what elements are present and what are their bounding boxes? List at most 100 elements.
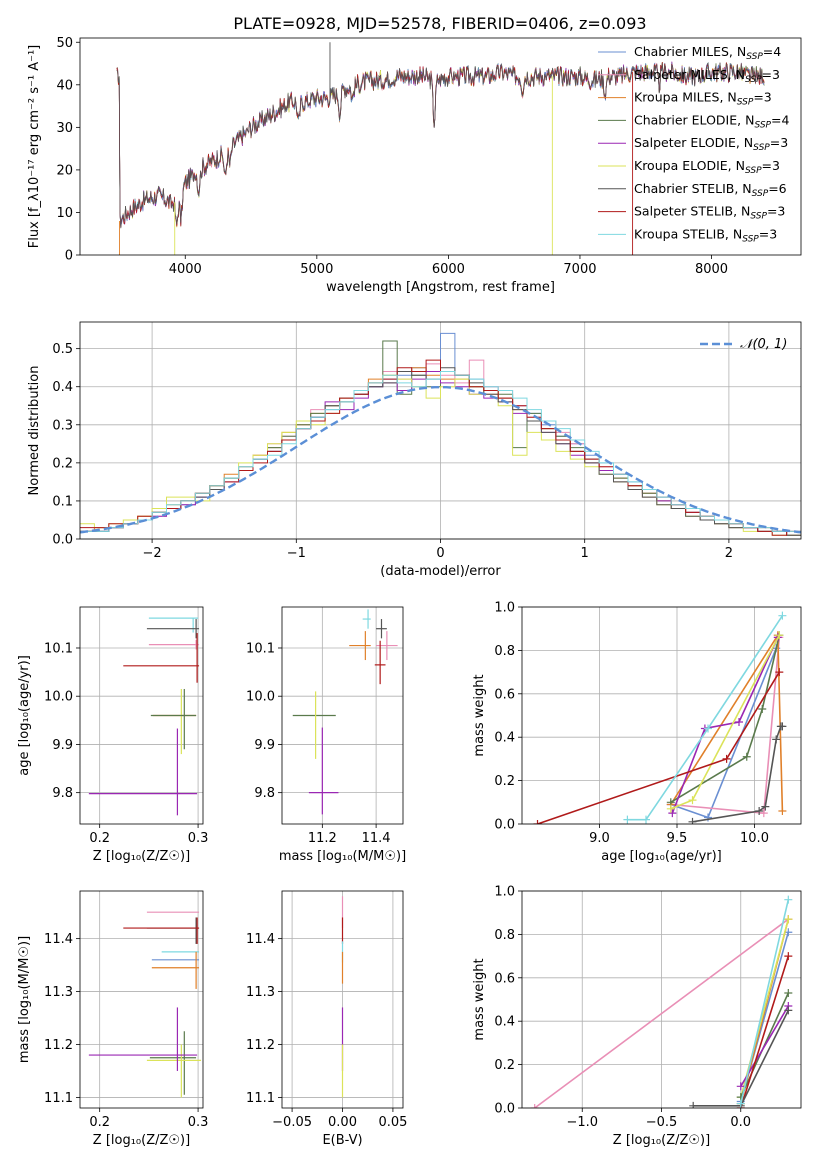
weight-marker	[778, 722, 787, 731]
axes-frame: −0.05 0.00 0.05 11.1 11.2 11.3 11.4 E(B-V)	[246, 890, 407, 1148]
y-axis-label: mass weight	[472, 674, 487, 756]
x-tick-label: 10.0	[740, 831, 769, 846]
y-tick-label: 0	[65, 249, 73, 264]
weight-line-chabrier_elodie	[670, 635, 781, 803]
legend-entry: Kroupa ELODIE, NSSP=3	[634, 158, 780, 176]
weight-marker	[758, 704, 767, 713]
weight-marker	[784, 915, 793, 924]
y-tick-label: 11.4	[246, 932, 275, 947]
legend-entry: Salpeter STELIB, NSSP=3	[634, 204, 785, 222]
x-tick-label: 0.05	[378, 1115, 407, 1130]
x-tick-label: 0.2	[89, 1115, 110, 1130]
y-tick-label: 0.2	[52, 456, 73, 471]
weight-marker	[736, 1099, 745, 1108]
y-axis-label: Normed distribution	[27, 366, 42, 496]
weight-line-kroupa_stelib	[740, 899, 790, 1104]
axes-residuals: −2 −1 0 1 2 0.0 0.1 0.2 0.3 0.4 0.5 (data-model)/er…	[27, 321, 802, 579]
weight-marker	[688, 796, 697, 805]
weight-marker	[778, 611, 787, 620]
y-tick-label: 50	[56, 36, 73, 51]
plot-area	[116, 42, 765, 255]
x-tick-label: 0	[436, 546, 444, 561]
y-tick-label: 11.4	[44, 932, 73, 947]
x-axis-label: mass [log₁₀(M/M☉)]	[279, 849, 406, 864]
axes-border	[79, 321, 802, 540]
axes-border	[281, 606, 404, 825]
x-axis-label: wavelength [Angstrom, rest frame]	[326, 280, 555, 295]
y-axis-label: age [log₁₀(age/yr)]	[17, 655, 32, 776]
legend-entry: Chabrier ELODIE, NSSP=4	[634, 112, 789, 130]
y-tick-label: 11.2	[246, 1038, 275, 1053]
weight-marker	[530, 1104, 539, 1108]
y-tick-label: 0.6	[494, 687, 515, 702]
plot-area	[88, 617, 200, 816]
x-axis-label: Z [log₁₀(Z/Z☉)]	[93, 1133, 190, 1148]
y-tick-label: 1.0	[494, 885, 515, 900]
x-tick-label: 6000	[432, 262, 465, 277]
weight-marker	[784, 895, 793, 904]
y-tick-label: 11.2	[44, 1038, 73, 1053]
grid	[80, 607, 203, 824]
weight-marker	[784, 952, 793, 961]
grid	[80, 891, 203, 1108]
y-tick-label: 0.3	[52, 418, 73, 433]
y-axis-label: mass weight	[472, 958, 487, 1040]
plot-area	[80, 332, 801, 536]
axes-frame: 0.2 0.3 9.8 9.9 10.0 10.1 Z [log₁₀(Z/Z☉)] age […	[17, 606, 208, 864]
y-tick-label: 1.0	[494, 601, 515, 616]
x-tick-label: 0.3	[188, 1115, 209, 1130]
axes-frame: −2 −1 0 1 2 0.0 0.1 0.2 0.3 0.4 0.5 (data-model)/er…	[27, 321, 802, 579]
y-tick-label: 20	[56, 163, 73, 178]
weight-marker	[735, 718, 743, 727]
y-tick-label: 0.6	[494, 971, 515, 986]
weight-marker	[623, 815, 632, 824]
axes-border	[521, 606, 802, 825]
x-tick-label: −1	[287, 546, 306, 561]
x-tick-label: 9.5	[667, 831, 688, 846]
y-tick-label: 0.1	[52, 494, 73, 509]
legend-entry: Chabrier STELIB, NSSP=6	[634, 181, 787, 199]
x-tick-label: 0.00	[328, 1115, 357, 1130]
weight-marker	[759, 809, 768, 818]
weight-marker	[736, 1082, 745, 1091]
axes-frame: 0.2 0.3 11.1 11.2 11.3 11.4 Z [log₁₀(Z/Z☉)] mas…	[17, 890, 209, 1148]
x-axis-label: Z [log₁₀(Z/Z☉)]	[93, 849, 190, 864]
y-tick-label: 10	[56, 206, 73, 221]
legend: Chabrier MILES, NSSP=4 Salpeter MILES, NS…	[598, 44, 789, 244]
spectrum-line-chabrier_stelib	[116, 62, 765, 229]
axes-frame: 4000 5000 6000 7000 8000 0 10 20 30 40 50 wavelengt…	[27, 36, 802, 295]
weight-line-salpeter_stelib	[740, 955, 790, 1108]
legend-entry: Chabrier MILES, NSSP=4	[634, 44, 781, 62]
x-tick-label: 4000	[169, 262, 202, 277]
weight-marker	[533, 820, 542, 824]
weight-marker	[761, 802, 770, 811]
y-tick-label: 0.4	[494, 1015, 515, 1030]
y-tick-label: 30	[56, 121, 73, 136]
plot-area	[88, 911, 202, 1098]
y-tick-label: 9.8	[52, 786, 73, 801]
weight-marker	[704, 813, 712, 822]
weight-marker	[642, 815, 650, 824]
weight-marker	[775, 668, 784, 677]
x-tick-label: −0.5	[646, 1115, 678, 1130]
axes-age_vs_Z: 0.2 0.3 9.8 9.9 10.0 10.1 Z [log₁₀(Z/Z☉)] age […	[17, 606, 208, 864]
y-tick-label: 0.8	[494, 928, 515, 943]
weight-line-salpeter_elodie	[671, 637, 779, 814]
y-tick-label: 10.1	[246, 641, 275, 656]
y-tick-label: 0.5	[52, 342, 73, 357]
x-tick-label: 11.2	[308, 831, 337, 846]
y-tick-label: 11.3	[44, 985, 73, 1000]
plot-area	[530, 895, 793, 1108]
weight-marker	[666, 804, 675, 813]
x-tick-label: 5000	[300, 262, 333, 277]
axes-border	[521, 890, 802, 1109]
gaussian-curve	[80, 385, 801, 534]
axes-frame: 11.2 11.4 9.8 9.9 10.0 10.1 mass [log₁₀(M/M☉)]	[246, 606, 406, 864]
x-tick-label: 11.4	[362, 831, 391, 846]
y-tick-label: 9.8	[254, 786, 275, 801]
axes-weight_vs_age: 9.0 9.5 10.0 0.0 0.2 0.4 0.6 0.8 1.0 age [log₁₀(a…	[472, 601, 802, 864]
x-tick-label: 0.2	[89, 831, 110, 846]
x-tick-label: 7000	[563, 262, 596, 277]
weight-marker	[722, 754, 731, 763]
